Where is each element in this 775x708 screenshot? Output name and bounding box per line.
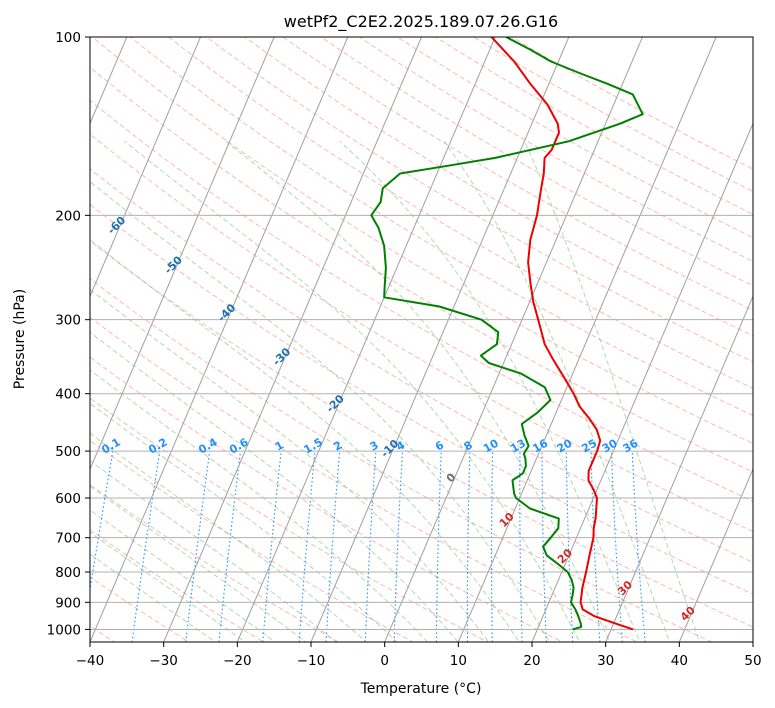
- isotherm-line: [384, 37, 644, 642]
- moist-adiabat: [90, 509, 277, 642]
- moist-adiabat: [90, 181, 550, 642]
- pressure-gridlines: [90, 37, 753, 642]
- isotherm-line: [90, 37, 128, 125]
- dry-adiabat: [91, 37, 753, 445]
- dry-adiabat: [90, 440, 414, 642]
- dry-adiabat: [90, 99, 753, 502]
- moist-adiabat: [124, 140, 581, 642]
- dry-adiabat: [90, 356, 564, 642]
- isotherm-line: [310, 37, 570, 642]
- y-axis-label: Pressure (hPa): [12, 289, 28, 389]
- moist-adiabat: [90, 369, 429, 642]
- isotherm-line: [90, 37, 202, 298]
- y-tick-label: 900: [55, 595, 81, 611]
- dry-adiabat: [167, 37, 753, 389]
- dry-adiabat: [90, 278, 713, 642]
- dry-adiabat: [90, 529, 265, 642]
- dry-adiabat: [90, 168, 753, 563]
- dry-adiabat: [90, 66, 753, 473]
- moist-adiabat: [90, 485, 307, 642]
- x-tick-label: 30: [597, 653, 614, 669]
- x-tick-label: 40: [671, 653, 688, 669]
- moist-adiabat: [90, 239, 520, 642]
- moist-adiabat: [90, 331, 459, 642]
- isotherm-line: [236, 37, 496, 642]
- moist-adiabat: [225, 140, 611, 642]
- isotherm-line: [531, 122, 753, 642]
- y-tick-label: 600: [55, 491, 81, 507]
- x-tick-label: −10: [297, 653, 326, 669]
- plot-frame: [89, 36, 754, 643]
- x-tick-label: −20: [223, 653, 252, 669]
- dry-adiabat: [90, 133, 753, 533]
- dry-adiabat: [129, 37, 753, 417]
- axis-ticks: −40 −30 −20 −10 0 10 20 30 40 50 100 200 300 400 500 60…: [47, 30, 762, 669]
- temperature-line: [490, 37, 634, 631]
- x-tick-label: 20: [523, 653, 540, 669]
- profile-lines: [370, 37, 644, 631]
- moist-adiabat: [443, 141, 671, 642]
- y-tick-label: 300: [55, 313, 81, 329]
- isotherm-line: [605, 295, 753, 642]
- y-tick-label: 700: [55, 531, 81, 547]
- y-tick-label: 500: [55, 444, 81, 460]
- y-tick-label: 200: [55, 208, 81, 224]
- dry-adiabat: [90, 483, 340, 642]
- x-tick-label: −30: [149, 653, 178, 669]
- dewpoint-line: [370, 37, 644, 631]
- isotherm-line: [90, 37, 275, 471]
- x-tick-label: 0: [380, 653, 389, 669]
- dry-adiabat: [90, 316, 639, 642]
- dry-adiabat: [205, 37, 753, 363]
- y-tick-label: 1000: [47, 622, 81, 638]
- x-tick-label: 50: [744, 653, 761, 669]
- isotherm-line: [457, 37, 717, 642]
- isotherm-line: [163, 37, 423, 642]
- x-axis-label: Temperature (°C): [360, 681, 482, 697]
- moist-adiabat: [90, 460, 337, 642]
- x-tick-label: −40: [76, 653, 105, 669]
- y-tick-label: 800: [55, 565, 81, 581]
- y-tick-label: 100: [55, 30, 81, 46]
- moist-adiabat: [90, 432, 368, 642]
- isotherm-line: [90, 37, 349, 642]
- moist-adiabat: [90, 531, 246, 642]
- moist-adiabat: [524, 141, 701, 642]
- chart-title: wetPf2_C2E2.2025.189.07.26.G16: [284, 12, 558, 32]
- x-tick-label: 10: [450, 653, 467, 669]
- dry-adiabat: [90, 240, 753, 628]
- y-tick-label: 400: [55, 387, 81, 403]
- dry-adiabat: [90, 576, 190, 642]
- isotherm-line: [678, 467, 753, 642]
